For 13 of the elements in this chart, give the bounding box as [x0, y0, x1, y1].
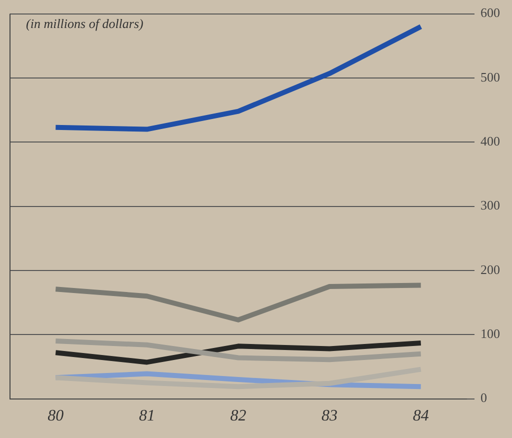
- x-tick-label: 83: [322, 408, 338, 425]
- y-tick-label: 500: [480, 69, 500, 84]
- y-tick-label: 400: [480, 134, 500, 149]
- y-tick-label: 300: [480, 198, 500, 213]
- y-tick-label: 200: [480, 262, 500, 277]
- x-tick-label: 80: [48, 408, 64, 425]
- y-tick-label: 600: [480, 5, 500, 20]
- x-tick-label: 84: [412, 408, 429, 425]
- x-tick-label: 82: [230, 408, 246, 425]
- y-tick-label: 0: [480, 390, 487, 406]
- x-tick-label: 81: [138, 408, 155, 425]
- y-tick-label: 100: [480, 326, 500, 342]
- chart-title: (in millions of dollars): [26, 16, 144, 32]
